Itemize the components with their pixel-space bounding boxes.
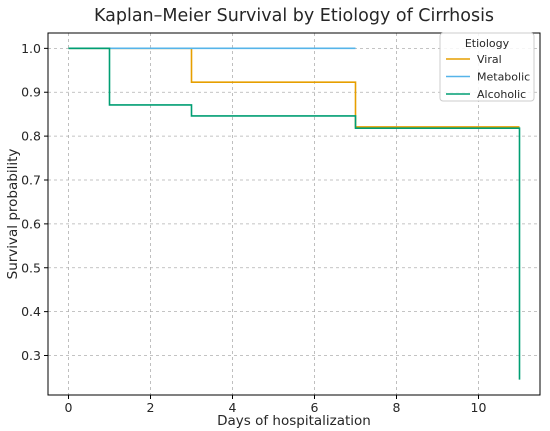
x-tick-label: 10 — [471, 400, 487, 415]
y-tick-label: 0.9 — [21, 85, 41, 100]
y-tick-label: 0.8 — [21, 129, 41, 144]
x-tick-label: 8 — [393, 400, 401, 415]
legend: Etiology Viral Metabolic Alcoholic — [439, 32, 535, 102]
legend-label-metabolic: Metabolic — [477, 71, 530, 84]
y-tick-label: 0.6 — [21, 216, 41, 231]
x-tick-label: 0 — [65, 400, 73, 415]
y-tick-label: 1.0 — [21, 41, 41, 56]
y-tick-label: 0.5 — [21, 260, 41, 275]
axis-ticks: 0 2 4 6 8 10 0.3 0.4 0.5 0.6 0.7 0.8 0.9 1.0 — [21, 41, 486, 415]
legend-title: Etiology — [465, 37, 510, 50]
y-tick-label: 0.7 — [21, 172, 41, 187]
legend-box — [439, 32, 535, 102]
series-line-alcoholic — [68, 47, 521, 380]
series-lines — [68, 47, 521, 380]
y-axis-label: Survival probability — [5, 149, 21, 280]
legend-label-alcoholic: Alcoholic — [477, 88, 526, 101]
x-tick-label: 2 — [147, 400, 155, 415]
legend-items: Viral Metabolic Alcoholic — [446, 53, 530, 101]
legend-label-viral: Viral — [477, 53, 502, 66]
y-tick-label: 0.3 — [21, 348, 41, 363]
x-axis-label: Days of hospitalization — [217, 413, 371, 429]
chart-title: Kaplan–Meier Survival by Etiology of Cir… — [94, 6, 494, 26]
plot-frame — [47, 32, 541, 396]
x-tick-label: 6 — [311, 400, 319, 415]
y-tick-label: 0.4 — [21, 304, 41, 319]
x-tick-label: 4 — [229, 400, 237, 415]
